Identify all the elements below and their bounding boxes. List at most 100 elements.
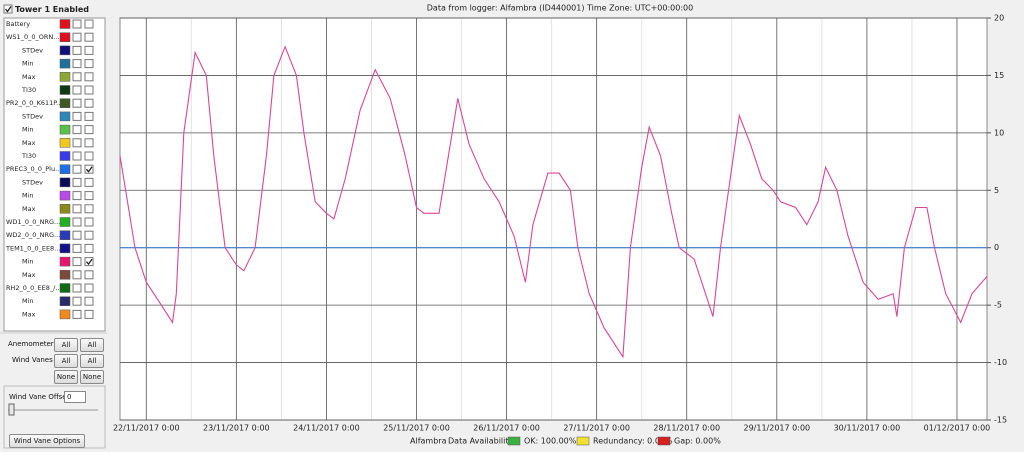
channel-name: Min <box>22 60 34 68</box>
channel-color[interactable] <box>59 32 71 42</box>
check-mark <box>85 166 93 173</box>
channel-checkbox[interactable] <box>72 138 82 148</box>
channel-name: Max <box>22 205 36 213</box>
channel-color[interactable] <box>59 309 71 320</box>
channel-color[interactable] <box>59 85 71 95</box>
channel-checkbox[interactable] <box>72 177 82 187</box>
availability-label: Data Availability: <box>448 437 515 446</box>
channel-checkbox[interactable] <box>84 138 94 148</box>
channel-checkbox[interactable] <box>72 59 82 69</box>
channel-color[interactable] <box>59 230 71 240</box>
offset-input[interactable]: 0 <box>64 391 86 403</box>
none-button[interactable]: None <box>54 370 78 384</box>
channel-checkbox[interactable] <box>84 230 94 240</box>
channel-color[interactable] <box>59 190 71 201</box>
channel-checkbox[interactable] <box>72 309 82 319</box>
options-button[interactable]: Wind Vane Options <box>9 434 85 448</box>
channel-color[interactable] <box>59 45 71 56</box>
channel-color[interactable] <box>59 243 71 254</box>
channel-color[interactable] <box>59 151 71 161</box>
channel-checkbox[interactable] <box>72 32 82 42</box>
channel-name: WS1_0_0_ORN... <box>6 33 59 41</box>
offset-box <box>3 385 106 449</box>
channel-checkbox[interactable] <box>72 164 82 174</box>
channel-checkbox[interactable] <box>72 72 82 82</box>
channel-checkbox[interactable] <box>72 151 82 161</box>
channel-checkbox[interactable] <box>84 72 94 82</box>
channel-color[interactable] <box>59 19 71 29</box>
channel-color[interactable] <box>59 58 71 69</box>
channel-name: TI30 <box>21 152 36 160</box>
channel-color[interactable] <box>59 72 71 82</box>
channel-checkbox[interactable] <box>72 125 82 135</box>
channel-name: PREC3_0_0_Plu... <box>6 165 61 173</box>
x-tick-label: 25/11/2017 0:00 <box>383 424 450 433</box>
tower-checkbox[interactable] <box>3 4 13 14</box>
slider-thumb[interactable] <box>8 403 15 416</box>
channel-color[interactable] <box>59 138 71 148</box>
channel-color[interactable] <box>59 164 71 174</box>
channel-checkbox[interactable] <box>84 191 94 201</box>
channel-color[interactable] <box>59 177 71 188</box>
channel-color[interactable] <box>59 204 71 214</box>
y-tick-label: 20 <box>994 14 1004 23</box>
channel-name: Min <box>22 192 34 200</box>
channel-color[interactable] <box>59 217 71 227</box>
channel-checkbox[interactable] <box>72 296 82 306</box>
group-button[interactable]: All <box>54 354 78 368</box>
data-line <box>119 45 988 359</box>
channel-color[interactable] <box>59 283 71 293</box>
channel-checkbox[interactable] <box>72 283 82 293</box>
y-tick-label: 10 <box>994 128 1004 137</box>
channel-checkbox[interactable] <box>72 98 82 108</box>
channel-checkbox[interactable] <box>84 98 94 108</box>
channel-checkbox[interactable] <box>84 111 94 121</box>
channel-checkbox[interactable] <box>72 204 82 214</box>
channel-checkbox[interactable] <box>84 125 94 135</box>
channel-name: Max <box>22 139 36 147</box>
group-button[interactable]: All <box>54 338 78 352</box>
channel-checkbox[interactable] <box>84 309 94 319</box>
channel-checkbox[interactable] <box>84 270 94 280</box>
channel-checkbox[interactable] <box>72 19 82 29</box>
channel-checkbox[interactable] <box>84 151 94 161</box>
channel-checkbox[interactable] <box>72 217 82 227</box>
availability-swatch <box>576 436 590 446</box>
channel-checkbox[interactable] <box>72 45 82 55</box>
channel-color[interactable] <box>59 111 71 122</box>
channel-checkbox[interactable] <box>84 85 94 95</box>
group-button[interactable]: All <box>80 354 104 368</box>
y-tick-label: 5 <box>994 186 999 195</box>
channel-color[interactable] <box>59 270 71 280</box>
channel-checkbox[interactable] <box>72 230 82 240</box>
none-button[interactable]: None <box>80 370 104 384</box>
channel-checkbox[interactable] <box>72 191 82 201</box>
channel-checkbox[interactable] <box>84 177 94 187</box>
channel-checkbox[interactable] <box>84 164 94 174</box>
channel-color[interactable] <box>59 296 71 306</box>
channel-checkbox[interactable] <box>72 111 82 121</box>
channel-checkbox[interactable] <box>84 32 94 42</box>
group-label: Anemometers <box>8 340 58 348</box>
channel-color[interactable] <box>59 124 71 135</box>
channel-checkbox[interactable] <box>72 270 82 280</box>
channel-checkbox[interactable] <box>84 283 94 293</box>
channel-checkbox[interactable] <box>84 19 94 29</box>
y-tick-label: 0 <box>994 243 999 252</box>
channel-checkbox[interactable] <box>84 59 94 69</box>
channel-checkbox[interactable] <box>84 204 94 214</box>
group-button[interactable]: All <box>80 338 104 352</box>
channel-color[interactable] <box>59 256 71 267</box>
channel-name: WD2_0_0_NRG... <box>6 231 60 239</box>
channel-color[interactable] <box>59 98 71 108</box>
channel-checkbox[interactable] <box>84 257 94 267</box>
availability-swatch <box>507 436 521 446</box>
channel-name: STDev <box>22 46 43 54</box>
channel-checkbox[interactable] <box>84 45 94 55</box>
channel-checkbox[interactable] <box>84 217 94 227</box>
channel-checkbox[interactable] <box>72 243 82 253</box>
channel-checkbox[interactable] <box>72 85 82 95</box>
channel-checkbox[interactable] <box>84 296 94 306</box>
channel-checkbox[interactable] <box>84 243 94 253</box>
channel-checkbox[interactable] <box>72 257 82 267</box>
